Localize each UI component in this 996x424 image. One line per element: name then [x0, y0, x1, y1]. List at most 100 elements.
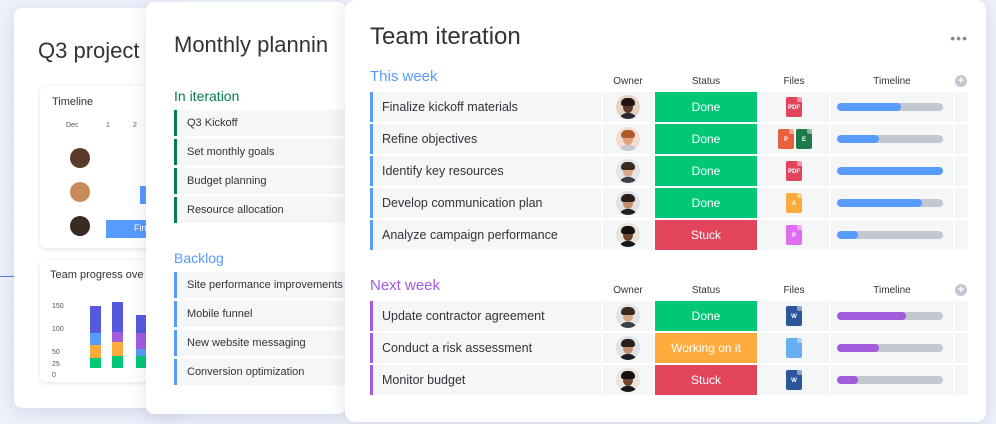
- avatar[interactable]: [616, 95, 640, 119]
- files-cell[interactable]: [759, 333, 829, 363]
- avatar: [70, 182, 90, 202]
- task-name[interactable]: Analyze campaign performance: [370, 220, 601, 250]
- table-row[interactable]: Monitor budget Stuck W: [370, 365, 968, 395]
- doc-file-icon[interactable]: W: [786, 370, 802, 390]
- timeline-progress-track: [837, 344, 943, 352]
- timeline-cell[interactable]: [831, 220, 953, 250]
- ppt-file-icon[interactable]: P: [778, 129, 794, 149]
- table-row[interactable]: Finalize kickoff materials Done PDF: [370, 92, 968, 122]
- avatar[interactable]: [616, 368, 640, 392]
- status-badge[interactable]: Done: [655, 92, 757, 122]
- task-name[interactable]: Monitor budget: [370, 365, 601, 395]
- y-tick: 50: [52, 349, 60, 356]
- avatar[interactable]: [616, 159, 640, 183]
- avatar[interactable]: [616, 336, 640, 360]
- timeline-cell[interactable]: [831, 92, 953, 122]
- timeline-cell[interactable]: [831, 188, 953, 218]
- ai-file-icon[interactable]: A: [786, 193, 802, 213]
- status-badge[interactable]: Stuck: [655, 365, 757, 395]
- list-item[interactable]: Conversion optimization: [174, 359, 346, 385]
- table-row[interactable]: Identify key resources Done PDF: [370, 156, 968, 186]
- timeline-cell[interactable]: [831, 333, 953, 363]
- files-cell[interactable]: W: [759, 301, 829, 331]
- team-iteration-card: Team iteration ••• This week Owner Statu…: [345, 0, 986, 422]
- timeline-cell[interactable]: [831, 301, 953, 331]
- status-badge[interactable]: Done: [655, 156, 757, 186]
- status-badge[interactable]: Done: [655, 301, 757, 331]
- avatar[interactable]: [616, 191, 640, 215]
- column-header-status: Status: [691, 76, 721, 87]
- img-file-icon[interactable]: [786, 338, 802, 358]
- owner-cell[interactable]: [603, 92, 653, 122]
- more-options-icon[interactable]: •••: [950, 30, 968, 46]
- owner-cell[interactable]: [603, 188, 653, 218]
- add-column-icon[interactable]: +: [955, 284, 967, 296]
- list-item[interactable]: New website messaging: [174, 330, 346, 356]
- avatar[interactable]: [616, 304, 640, 328]
- pdf-file-icon[interactable]: PDF: [786, 97, 802, 117]
- list-item[interactable]: Site performance improvements: [174, 272, 346, 298]
- owner-cell[interactable]: [603, 333, 653, 363]
- timeline-progress-fill: [837, 344, 880, 352]
- avatar: [70, 216, 90, 236]
- timeline-cell[interactable]: [831, 124, 953, 154]
- list-item[interactable]: Resource allocation: [174, 197, 346, 223]
- psd-file-icon[interactable]: P: [786, 225, 802, 245]
- owner-cell[interactable]: [603, 365, 653, 395]
- files-cell[interactable]: PDF: [759, 156, 829, 186]
- owner-cell[interactable]: [603, 124, 653, 154]
- list-item[interactable]: Set monthly goals: [174, 139, 346, 165]
- task-name[interactable]: Finalize kickoff materials: [370, 92, 601, 122]
- connector-line: [0, 276, 24, 277]
- files-cell[interactable]: P: [759, 220, 829, 250]
- task-name[interactable]: Conduct a risk assessment: [370, 333, 601, 363]
- team-card-title: Team iteration: [370, 23, 521, 50]
- pdf-file-icon[interactable]: PDF: [786, 161, 802, 181]
- owner-cell[interactable]: [603, 220, 653, 250]
- task-name[interactable]: Refine objectives: [370, 124, 601, 154]
- timeline-tick: Dec: [66, 122, 79, 129]
- list-item[interactable]: Budget planning: [174, 168, 346, 194]
- timeline-cell[interactable]: [831, 365, 953, 395]
- owner-cell[interactable]: [603, 156, 653, 186]
- timeline-progress-track: [837, 103, 943, 111]
- task-name[interactable]: Develop communication plan: [370, 188, 601, 218]
- task-name[interactable]: Identify key resources: [370, 156, 601, 186]
- timeline-progress-fill: [837, 376, 859, 384]
- task-name[interactable]: Update contractor agreement: [370, 301, 601, 331]
- progress-bar: [112, 302, 123, 368]
- timeline-cell[interactable]: [831, 156, 953, 186]
- status-badge[interactable]: Done: [655, 124, 757, 154]
- files-cell[interactable]: PDF: [759, 92, 829, 122]
- status-badge[interactable]: Stuck: [655, 220, 757, 250]
- files-cell[interactable]: W: [759, 365, 829, 395]
- list-item[interactable]: Mobile funnel: [174, 301, 346, 327]
- table-row[interactable]: Develop communication plan Done A: [370, 188, 968, 218]
- row-end-cell: [955, 124, 968, 154]
- section-label-next-week: Next week: [370, 277, 441, 294]
- timeline-progress-track: [837, 231, 943, 239]
- table-row[interactable]: Conduct a risk assessment Working on it: [370, 333, 968, 363]
- doc-file-icon[interactable]: W: [786, 306, 802, 326]
- table-row[interactable]: Analyze campaign performance Stuck P: [370, 220, 968, 250]
- progress-bar: [90, 306, 101, 368]
- xls-file-icon[interactable]: E: [796, 129, 812, 149]
- timeline-progress-fill: [837, 199, 922, 207]
- owner-cell[interactable]: [603, 301, 653, 331]
- table-row[interactable]: Refine objectives Done P E: [370, 124, 968, 154]
- list-item[interactable]: Q3 Kickoff: [174, 110, 346, 136]
- status-badge[interactable]: Done: [655, 188, 757, 218]
- avatar[interactable]: [616, 127, 640, 151]
- files-cell[interactable]: A: [759, 188, 829, 218]
- add-column-icon[interactable]: +: [955, 75, 967, 87]
- column-header-status: Status: [691, 285, 721, 296]
- y-tick: 150: [52, 303, 64, 310]
- status-badge[interactable]: Working on it: [655, 333, 757, 363]
- avatar[interactable]: [616, 223, 640, 247]
- column-header-files: Files: [783, 76, 805, 87]
- q3-card-title: Q3 project o: [38, 38, 158, 63]
- row-end-cell: [955, 333, 968, 363]
- timeline-progress-fill: [837, 231, 859, 239]
- table-row[interactable]: Update contractor agreement Done W: [370, 301, 968, 331]
